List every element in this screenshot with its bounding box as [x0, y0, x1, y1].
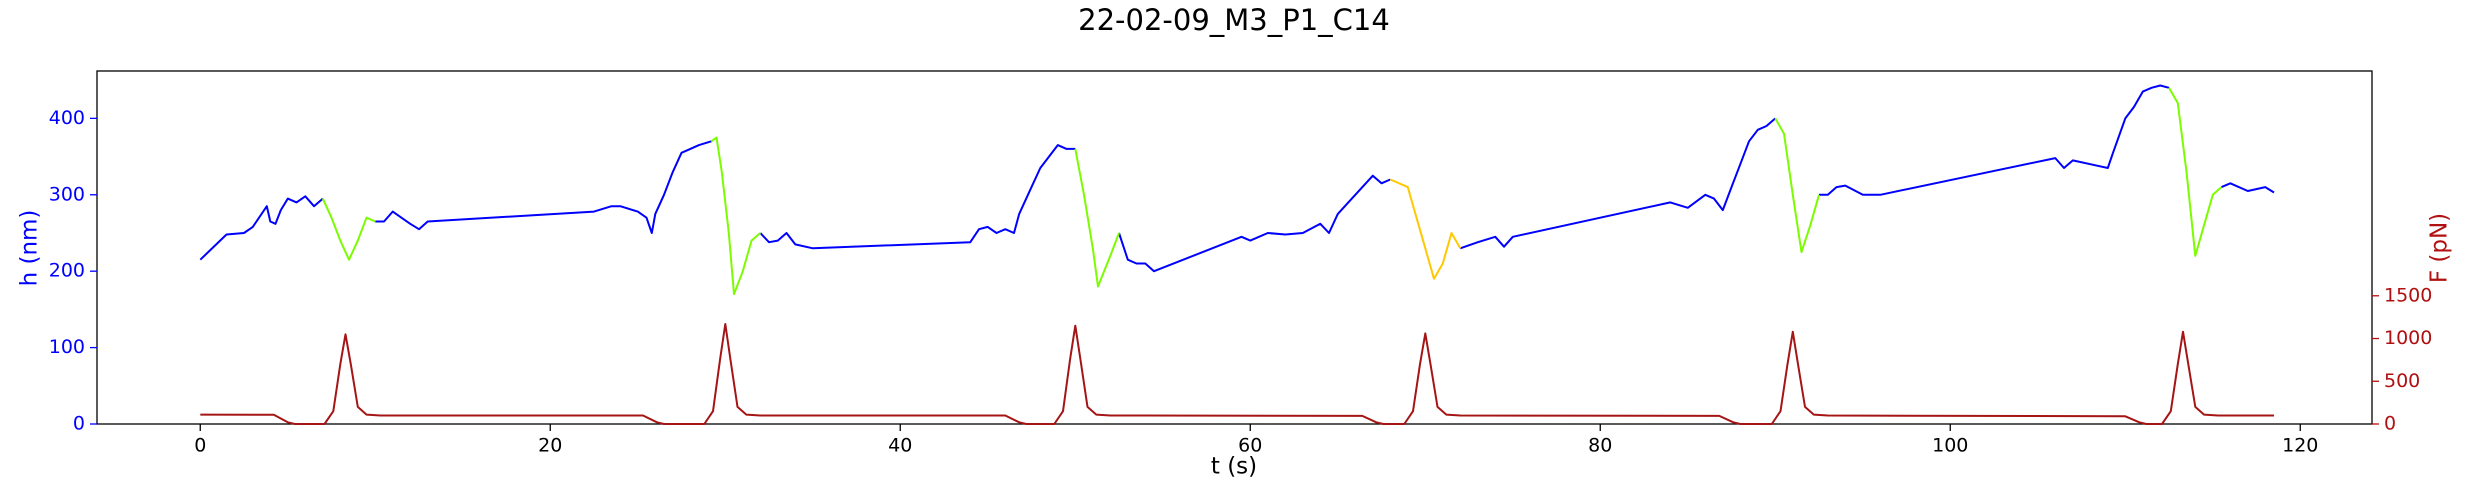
y2-tick-label: 500 [2384, 370, 2420, 392]
y-tick-label: 400 [49, 107, 85, 129]
series-line [1389, 178, 1462, 280]
y-axis-label: h (nm) [17, 210, 43, 287]
series-line [321, 87, 2223, 296]
plot-frame [96, 70, 2373, 425]
y2-tick-label: 1000 [2384, 327, 2432, 349]
x-tick-label: 100 [1932, 435, 1968, 457]
x-tick-label: 80 [1588, 435, 1612, 457]
y-tick-label: 300 [49, 183, 85, 205]
y-tick-label: 0 [73, 413, 85, 435]
x-tick-label: 40 [888, 435, 912, 457]
x-axis-label: t (s) [1211, 454, 1257, 480]
x-tick-label: 20 [538, 435, 562, 457]
y-tick-label: 200 [49, 260, 85, 282]
series-line [199, 84, 2275, 273]
y-tick-label: 100 [49, 336, 85, 358]
x-tick-label: 60 [1238, 435, 1262, 457]
y2-tick-label: 0 [2384, 413, 2396, 435]
y2-axis-label: F (pN) [2427, 213, 2453, 283]
x-tick-label: 0 [194, 435, 206, 457]
x-tick-label: 120 [2282, 435, 2318, 457]
chart-title: 22-02-09_M3_P1_C14 [1078, 3, 1390, 37]
series-line [200, 323, 2274, 425]
y2-tick-label: 1500 [2384, 284, 2432, 306]
